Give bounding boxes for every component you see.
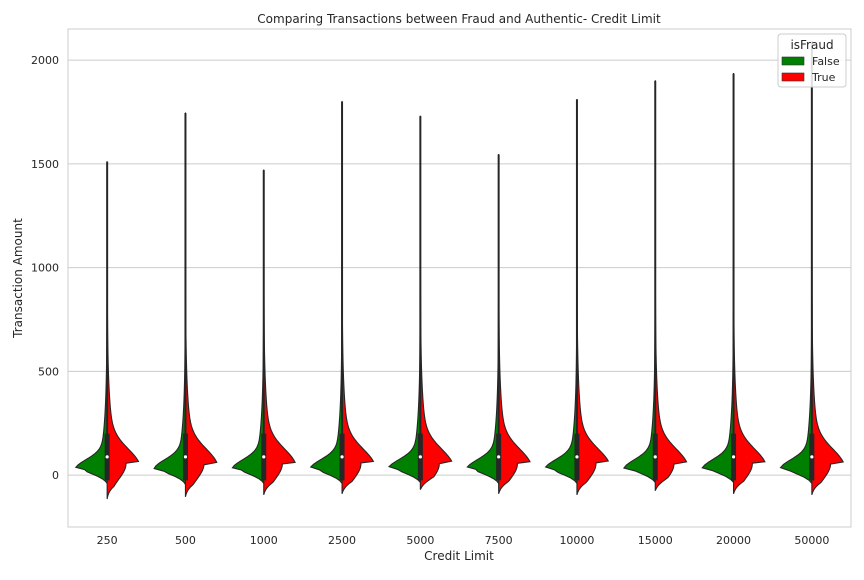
- x-tick-label: 1000: [250, 534, 278, 547]
- y-tick-label: 2000: [31, 54, 59, 67]
- violins: [74, 41, 845, 500]
- median-dot-1000: [262, 455, 266, 459]
- x-tick-labels: 250 500 1000 2500 5000 7500 10000 15000 20000 500…: [97, 534, 830, 547]
- median-dot-5000: [418, 455, 422, 459]
- y-tick-label: 1000: [31, 262, 59, 275]
- x-tick-label: 15000: [638, 534, 673, 547]
- x-tick-label: 10000: [559, 534, 594, 547]
- x-tick-label: 7500: [485, 534, 513, 547]
- y-tick-label: 500: [38, 365, 59, 378]
- legend-label-false: False: [812, 55, 840, 68]
- median-dot-15000: [653, 455, 657, 459]
- chart-title: Comparing Transactions between Fraud and…: [257, 12, 661, 26]
- median-dot-2500: [340, 455, 344, 459]
- x-tick-label: 250: [97, 534, 118, 547]
- legend-swatch-true: [781, 72, 805, 82]
- y-tick-label: 1500: [31, 158, 59, 171]
- median-dot-250: [105, 455, 109, 459]
- y-tick-labels: 0 500 1000 1500 2000: [31, 54, 59, 482]
- legend-title: isFraud: [790, 38, 833, 52]
- x-tick-label: 50000: [794, 534, 829, 547]
- median-dot-10000: [575, 455, 579, 459]
- x-axis-label: Credit Limit: [424, 549, 494, 563]
- x-tick-label: 2500: [328, 534, 356, 547]
- y-axis-label: Transaction Amount: [11, 218, 25, 339]
- x-tick-label: 500: [175, 534, 196, 547]
- x-tick-label: 20000: [716, 534, 751, 547]
- median-dot-500: [183, 455, 188, 459]
- x-tick-label: 5000: [406, 534, 434, 547]
- median-dot-50000: [810, 455, 814, 459]
- y-tick-label: 0: [52, 469, 59, 482]
- median-dot-7500: [497, 455, 501, 459]
- legend-swatch-false: [781, 56, 805, 66]
- legend: isFraud False True: [777, 33, 847, 88]
- legend-label-true: True: [811, 71, 836, 84]
- median-dot-20000: [731, 455, 736, 459]
